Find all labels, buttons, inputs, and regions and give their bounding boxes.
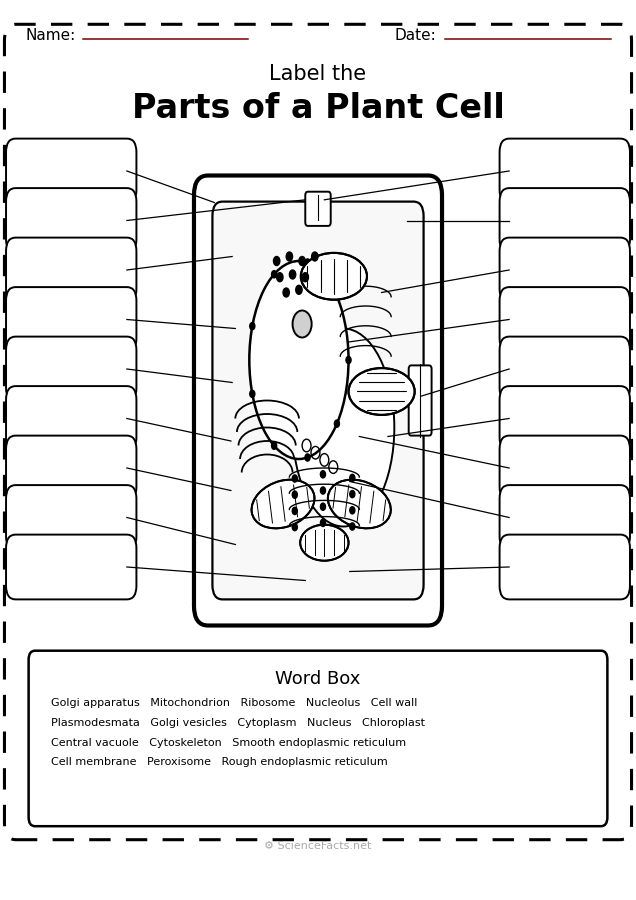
FancyBboxPatch shape: [6, 139, 136, 203]
FancyBboxPatch shape: [500, 238, 630, 302]
Circle shape: [286, 252, 293, 261]
Text: ⚙ ScienceFacts.net: ⚙ ScienceFacts.net: [265, 841, 371, 851]
Text: Central vacuole   Cytoskeleton   Smooth endoplasmic reticulum: Central vacuole Cytoskeleton Smooth endo…: [51, 737, 406, 748]
Circle shape: [321, 471, 326, 478]
Circle shape: [293, 475, 298, 482]
Circle shape: [312, 252, 318, 261]
FancyBboxPatch shape: [500, 287, 630, 352]
FancyBboxPatch shape: [6, 535, 136, 599]
Text: Cell membrane   Peroxisome   Rough endoplasmic reticulum: Cell membrane Peroxisome Rough endoplasm…: [51, 757, 387, 768]
Text: Golgi apparatus   Mitochondrion   Ribosome   Nucleolus   Cell wall: Golgi apparatus Mitochondrion Ribosome N…: [51, 698, 417, 708]
Ellipse shape: [328, 480, 391, 528]
Text: Parts of a Plant Cell: Parts of a Plant Cell: [132, 92, 504, 124]
Circle shape: [272, 271, 277, 278]
Text: Label the: Label the: [270, 64, 366, 84]
Circle shape: [335, 292, 340, 300]
FancyBboxPatch shape: [500, 139, 630, 203]
FancyBboxPatch shape: [500, 386, 630, 451]
Circle shape: [250, 322, 255, 329]
Circle shape: [272, 442, 277, 449]
FancyBboxPatch shape: [305, 192, 331, 226]
Circle shape: [321, 519, 326, 526]
Ellipse shape: [293, 310, 312, 338]
Ellipse shape: [301, 253, 367, 300]
Circle shape: [302, 273, 308, 282]
Circle shape: [350, 491, 355, 498]
FancyBboxPatch shape: [29, 651, 607, 826]
Circle shape: [277, 273, 283, 282]
Text: Date:: Date:: [394, 29, 436, 43]
FancyBboxPatch shape: [6, 188, 136, 253]
Ellipse shape: [249, 261, 349, 459]
Circle shape: [283, 288, 289, 297]
Circle shape: [293, 491, 298, 499]
Ellipse shape: [252, 480, 314, 528]
FancyBboxPatch shape: [6, 485, 136, 550]
FancyBboxPatch shape: [212, 202, 424, 599]
FancyBboxPatch shape: [500, 188, 630, 253]
Circle shape: [305, 259, 310, 266]
Text: Name:: Name:: [25, 29, 76, 43]
FancyBboxPatch shape: [6, 337, 136, 401]
Circle shape: [346, 356, 351, 364]
FancyBboxPatch shape: [500, 436, 630, 500]
Circle shape: [321, 503, 326, 510]
Circle shape: [350, 523, 355, 530]
Circle shape: [350, 474, 355, 482]
Circle shape: [299, 256, 305, 266]
FancyBboxPatch shape: [500, 535, 630, 599]
Circle shape: [335, 420, 340, 427]
Ellipse shape: [300, 525, 349, 561]
FancyBboxPatch shape: [6, 386, 136, 451]
Text: Word Box: Word Box: [275, 670, 361, 688]
Text: Plasmodesmata   Golgi vesicles   Cytoplasm   Nucleus   Chloroplast: Plasmodesmata Golgi vesicles Cytoplasm N…: [51, 717, 425, 728]
Ellipse shape: [293, 328, 394, 526]
Circle shape: [350, 507, 355, 514]
FancyBboxPatch shape: [6, 436, 136, 500]
FancyBboxPatch shape: [500, 337, 630, 401]
Circle shape: [250, 391, 255, 398]
Ellipse shape: [349, 368, 415, 415]
Circle shape: [296, 285, 302, 294]
Circle shape: [289, 270, 296, 279]
FancyBboxPatch shape: [500, 485, 630, 550]
FancyBboxPatch shape: [6, 287, 136, 352]
Circle shape: [273, 256, 280, 266]
Circle shape: [293, 524, 298, 531]
Circle shape: [321, 487, 326, 494]
Circle shape: [293, 508, 298, 515]
FancyBboxPatch shape: [194, 176, 442, 626]
FancyBboxPatch shape: [409, 365, 432, 436]
Circle shape: [305, 454, 310, 461]
FancyBboxPatch shape: [6, 238, 136, 302]
